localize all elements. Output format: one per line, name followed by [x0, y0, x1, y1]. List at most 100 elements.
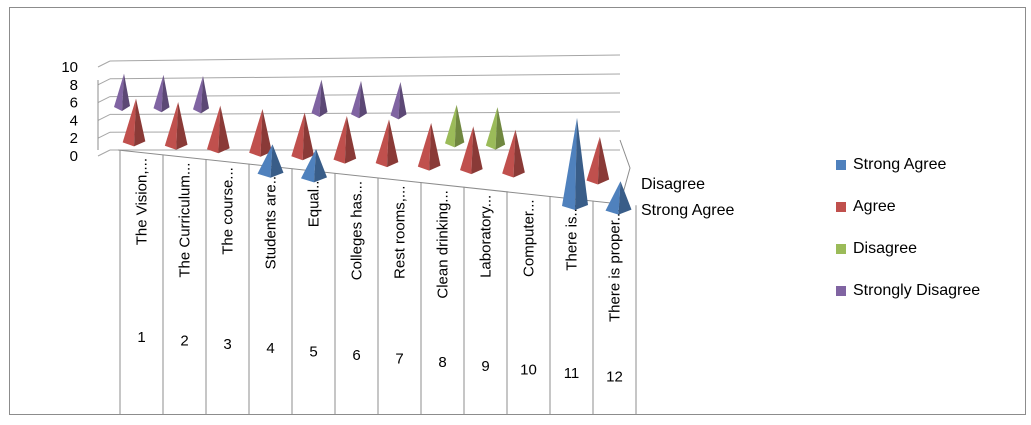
- legend-item-strongly-disagree: Strongly Disagree: [836, 282, 1031, 324]
- pyramid-shade-agree-9: [471, 126, 483, 175]
- legend-label-strongly-disagree: Strongly Disagree: [853, 282, 981, 299]
- floor-edge: [117, 139, 631, 205]
- category-index: 4: [266, 340, 274, 357]
- legend-swatch-strongly-disagree: [836, 286, 846, 296]
- pyramid-shade-strongly-disagree-7: [359, 80, 367, 119]
- gridline: [109, 130, 621, 133]
- pyramid-agree-4: [249, 108, 263, 157]
- legend-label-disagree: Disagree: [853, 240, 918, 257]
- pyramid-agree-2: [164, 102, 179, 150]
- category-index: 10: [520, 361, 537, 378]
- category-label: Computer...: [521, 199, 538, 277]
- pyramid-agree-12: [586, 136, 600, 185]
- pyramid-strongly-disagree-1: [114, 73, 124, 111]
- pyramid-agree-7: [375, 119, 389, 168]
- legend-item-strong-agree: Strong Agree: [836, 156, 1031, 198]
- pyramid-agree-8: [417, 122, 432, 171]
- category-label: There is proper...: [607, 209, 624, 322]
- category-label: The course...: [220, 167, 237, 255]
- category-index: 5: [309, 343, 317, 360]
- y-tick-label: 8: [70, 77, 78, 94]
- y-tick-label: 2: [70, 130, 78, 147]
- category-label: Clean drinking...: [435, 190, 452, 298]
- pyramid-shade-agree-2: [176, 102, 188, 150]
- pyramid-shade-strongly-disagree-6: [319, 79, 328, 117]
- category-index: 7: [395, 351, 403, 368]
- category-index: 6: [352, 347, 360, 364]
- legend-swatch-strong-agree: [836, 160, 846, 170]
- pyramid-shade-agree-7: [387, 119, 399, 168]
- category-label: The Curriculum...: [177, 163, 194, 278]
- pyramid-strong-agree-11: [562, 117, 577, 210]
- pyramid-shade-agree-5: [302, 112, 314, 161]
- chart-area: 0 2 4 6 8 10 The Vision,... 1 The Curriculum... 2…: [9, 7, 1026, 415]
- depth-axis-label: Disagree: [641, 176, 705, 193]
- pyramid-shade-agree-8: [429, 122, 441, 171]
- pyramid-shade-strongly-disagree-3: [201, 76, 209, 114]
- y-tick-label: 0: [70, 148, 78, 165]
- pyramid-shade-strong-agree-12: [618, 181, 632, 215]
- category-label: Laboratory...: [478, 195, 495, 278]
- pyramid-disagree-9: [445, 104, 457, 148]
- category-index: 11: [564, 365, 580, 382]
- pyramid-strong-agree-12: [605, 181, 621, 215]
- pyramid-disagree-10: [485, 107, 498, 150]
- gridline: [109, 73, 621, 80]
- pyramid-shade-agree-10: [513, 129, 525, 178]
- gridline-side: [97, 149, 111, 157]
- pyramid-agree-10: [502, 129, 516, 178]
- gridline: [109, 54, 621, 62]
- legend-item-agree: Agree: [836, 198, 1031, 240]
- pyramid-shade-strongly-disagree-2: [161, 74, 170, 113]
- pyramid-shade-strong-agree-11: [575, 117, 588, 210]
- legend-item-disagree: Disagree: [836, 240, 1031, 282]
- pyramid-shade-agree-3: [218, 105, 230, 154]
- pyramid-shade-agree-1: [134, 98, 146, 147]
- pyramid-shade-agree-4: [260, 108, 272, 157]
- pyramid-shade-strongly-disagree-8: [398, 82, 407, 120]
- legend-swatch-agree: [836, 202, 846, 212]
- pyramid-agree-5: [291, 112, 305, 161]
- pyramid-agree-9: [460, 126, 474, 175]
- category-index: 12: [606, 369, 623, 386]
- category-index: 2: [180, 333, 188, 350]
- legend: Strong Agree Agree Disagree Strongly Dis…: [836, 156, 1031, 324]
- pyramid-strongly-disagree-2: [153, 74, 164, 113]
- pyramid-shade-agree-6: [344, 115, 357, 164]
- legend-label-agree: Agree: [853, 198, 896, 215]
- pyramid-strong-agree-4: [257, 144, 273, 178]
- pyramid-agree-3: [207, 105, 221, 154]
- pyramid-strongly-disagree-7: [351, 80, 361, 119]
- pyramid-shade-disagree-9: [454, 104, 465, 148]
- pyramid-agree-6: [333, 115, 347, 164]
- category-label: Students are...: [263, 172, 280, 270]
- category-index: 3: [223, 336, 231, 353]
- pyramid-shade-agree-12: [597, 136, 610, 185]
- y-tick-label: 6: [70, 95, 78, 112]
- gridline-side: [97, 131, 111, 139]
- pyramid-agree-1: [122, 98, 136, 147]
- category-label: Colleges has...: [349, 181, 366, 280]
- depth-axis-label: Strong Agree: [641, 202, 735, 219]
- pyramid-shade-disagree-10: [495, 107, 506, 150]
- y-tick-label: 10: [61, 59, 78, 76]
- gridline-side: [97, 60, 111, 68]
- pyramid-shade-strong-agree-4: [270, 144, 284, 178]
- y-tick-label: 4: [70, 112, 78, 129]
- category-index: 1: [137, 329, 145, 346]
- pyramid-shade-strongly-disagree-1: [122, 73, 130, 111]
- pyramid-strongly-disagree-6: [311, 79, 322, 117]
- gridline-side: [97, 113, 111, 121]
- gridline: [109, 92, 621, 98]
- gridline-side: [97, 96, 111, 104]
- legend-label-strong-agree: Strong Agree: [853, 156, 947, 173]
- pyramid-strong-agree-5: [301, 149, 316, 183]
- category-index: 9: [481, 358, 489, 375]
- category-label: The Vision,...: [134, 158, 151, 245]
- legend-swatch-disagree: [836, 244, 846, 254]
- category-index: 8: [438, 354, 446, 371]
- category-label: Rest rooms,...: [392, 186, 409, 279]
- category-label: There is...: [564, 204, 581, 271]
- pyramid-strongly-disagree-8: [390, 82, 401, 120]
